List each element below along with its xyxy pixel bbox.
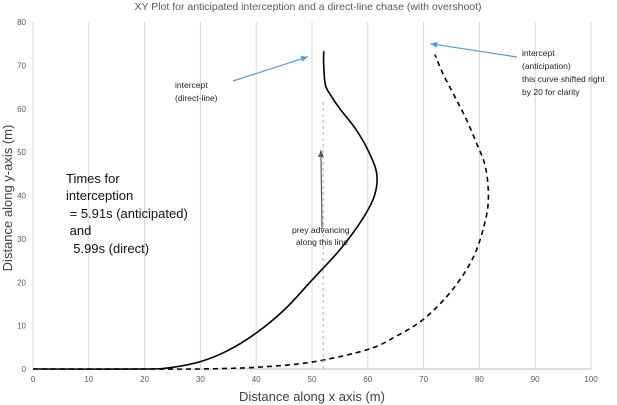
x-tick-label: 40	[252, 375, 261, 384]
annotation-arrows	[232, 41, 518, 230]
annotation-line: along this line	[296, 237, 348, 247]
x-tick-label: 50	[308, 375, 317, 384]
x-tick-label: 80	[475, 375, 484, 384]
series-anticipated-interception	[33, 54, 490, 370]
annotation-line: prey advancing	[292, 225, 350, 235]
x-tick-label: 60	[363, 375, 372, 384]
times-line: interception	[66, 188, 133, 203]
annotation-prey-advancing: prey advancing along this line	[292, 225, 352, 247]
annotation-line: this curve shifted right	[522, 74, 605, 84]
times-line: Times for	[66, 171, 120, 186]
y-tick-label: 70	[17, 61, 26, 70]
y-tick-label: 60	[17, 105, 26, 114]
annotation-arrow	[318, 149, 325, 230]
times-line: = 5.91s (anticipated)	[66, 206, 188, 221]
x-tick-label: 20	[140, 375, 149, 384]
x-tick-label: 70	[419, 375, 428, 384]
y-tick-label: 20	[17, 278, 26, 287]
y-axis-ticks: 0 10 20 30 40 50 60 70 80	[17, 18, 26, 374]
y-tick-label: 0	[22, 365, 27, 374]
y-axis-label: Distance along y-axis (m)	[0, 125, 15, 272]
x-tick-label: 100	[584, 375, 598, 384]
x-tick-label: 90	[531, 375, 540, 384]
annotation-arrow	[430, 41, 518, 58]
annotation-arrow	[232, 56, 309, 82]
annotation-line: intercept	[175, 80, 208, 90]
x-tick-label: 10	[84, 375, 93, 384]
y-tick-label: 40	[17, 192, 26, 201]
chart-title: XY Plot for anticipated interception and…	[134, 1, 481, 13]
y-tick-label: 80	[17, 18, 26, 27]
series-layer	[32, 51, 490, 370]
annotation-intercept-anticipation: intercept (anticipation) this curve shif…	[522, 48, 607, 97]
x-axis-ticks: 0 10 20 30 40 50 60 70 80 90 100	[31, 375, 598, 384]
times-line: and	[66, 223, 91, 238]
annotation-line: (direct-line)	[175, 93, 218, 103]
annotation-line: (anticipation)	[522, 61, 571, 71]
interception-times-box: Times for interception = 5.91s (anticipa…	[0, 0, 206, 256]
x-tick-label: 30	[196, 375, 205, 384]
y-tick-label: 10	[17, 322, 26, 331]
x-axis-label: Distance along x axis (m)	[239, 389, 385, 404]
y-tick-label: 30	[17, 235, 26, 244]
times-line: 5.99s (direct)	[66, 241, 149, 256]
x-tick-label: 0	[31, 375, 36, 384]
series-direct-line-chase	[32, 51, 378, 370]
annotation-intercept-direct: intercept (direct-line)	[175, 80, 218, 103]
annotation-line: intercept	[522, 48, 555, 58]
annotation-line: by 20 for clarity	[522, 87, 580, 97]
y-tick-label: 50	[17, 148, 26, 157]
